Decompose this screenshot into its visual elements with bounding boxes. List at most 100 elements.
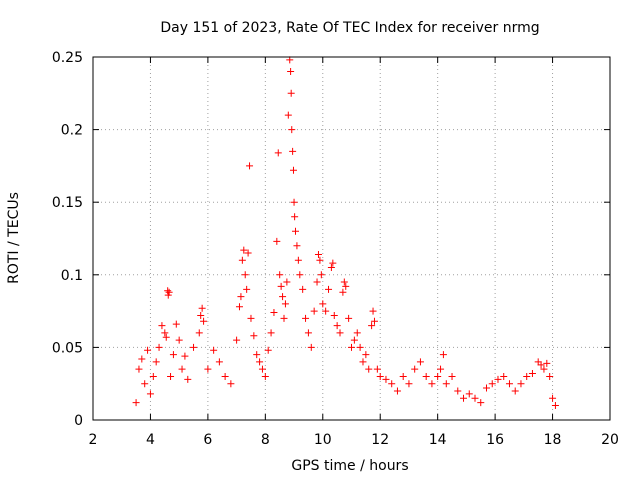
x-tick-label: 6 (203, 432, 212, 448)
data-point (132, 399, 140, 407)
data-point (310, 307, 318, 315)
data-point (333, 322, 341, 330)
x-tick-label: 18 (544, 432, 562, 448)
data-point (149, 372, 157, 380)
data-point (302, 314, 310, 322)
data-point (437, 365, 445, 373)
data-point (307, 343, 315, 351)
data-point (261, 372, 269, 380)
y-tick-label: 0.05 (52, 340, 83, 356)
y-tick-label: 0.15 (52, 195, 83, 211)
data-point (304, 329, 312, 337)
data-point (237, 293, 245, 301)
x-axis-label: GPS time / hours (291, 458, 408, 474)
data-point (316, 256, 324, 264)
data-point (286, 56, 294, 64)
data-point (162, 333, 170, 341)
data-point (210, 346, 218, 354)
data-point (327, 264, 335, 272)
data-point (500, 372, 508, 380)
data-point (460, 394, 468, 402)
chart-title: Day 151 of 2023, Rate Of TEC Index for r… (160, 20, 539, 36)
data-point (280, 314, 288, 322)
data-point (471, 394, 479, 402)
y-tick-label: 0.25 (52, 50, 83, 66)
data-point (238, 256, 246, 264)
data-point (291, 213, 299, 221)
data-point (376, 372, 384, 380)
data-point (167, 372, 175, 380)
ticks-layer (92, 56, 611, 421)
data-point (416, 358, 424, 366)
data-point (164, 287, 172, 295)
data-point (505, 380, 513, 388)
data-point (274, 149, 282, 157)
data-point (365, 365, 373, 373)
data-point (283, 278, 291, 286)
data-point (241, 271, 249, 279)
data-point (322, 307, 330, 315)
data-point (546, 372, 554, 380)
data-point (293, 242, 301, 250)
data-point (523, 372, 531, 380)
data-point (549, 394, 557, 402)
data-point (294, 256, 302, 264)
x-tick-label: 14 (429, 432, 447, 448)
data-point (204, 365, 212, 373)
data-point (256, 358, 264, 366)
data-point (540, 365, 548, 373)
data-point (198, 304, 206, 312)
data-point (287, 89, 295, 97)
data-point (178, 365, 186, 373)
data-point (288, 126, 296, 134)
data-point (158, 322, 166, 330)
data-point (233, 336, 241, 344)
data-point (362, 351, 370, 359)
data-point (373, 365, 381, 373)
data-point (215, 358, 223, 366)
data-point (388, 380, 396, 388)
data-point (270, 309, 278, 317)
data-point (289, 147, 297, 155)
x-tick-label: 20 (601, 432, 619, 448)
data-point (276, 271, 284, 279)
data-point (267, 329, 275, 337)
data-point (152, 358, 160, 366)
data-point (235, 303, 243, 311)
data-point (482, 384, 490, 392)
data-point (287, 68, 295, 76)
x-tick-label: 4 (146, 432, 155, 448)
plot-frame (92, 56, 611, 421)
grid-layer (93, 57, 610, 420)
data-point (329, 259, 337, 267)
data-point (244, 249, 252, 257)
data-point (342, 282, 350, 290)
data-point (439, 351, 447, 359)
data-point (369, 307, 377, 315)
data-point (141, 380, 149, 388)
y-axis-label: ROTI / TECUs (6, 192, 22, 284)
x-tick-label: 2 (89, 432, 98, 448)
data-point (448, 372, 456, 380)
data-point (195, 329, 203, 337)
data-point (290, 198, 298, 206)
data-point (317, 271, 325, 279)
data-point (353, 329, 361, 337)
data-point (172, 320, 180, 328)
data-point (146, 390, 154, 398)
data-point (348, 343, 355, 351)
data-point (465, 390, 473, 398)
data-point (313, 278, 321, 286)
data-point (190, 343, 198, 351)
data-point (517, 380, 525, 388)
data-point (356, 343, 364, 351)
y-tick-label: 0 (74, 413, 83, 429)
data-point (138, 355, 146, 363)
x-tick-label: 10 (314, 432, 332, 448)
data-point (165, 288, 173, 296)
data-point (291, 227, 299, 235)
data-point (454, 387, 462, 395)
data-point (382, 375, 390, 383)
points-layer (132, 56, 559, 409)
